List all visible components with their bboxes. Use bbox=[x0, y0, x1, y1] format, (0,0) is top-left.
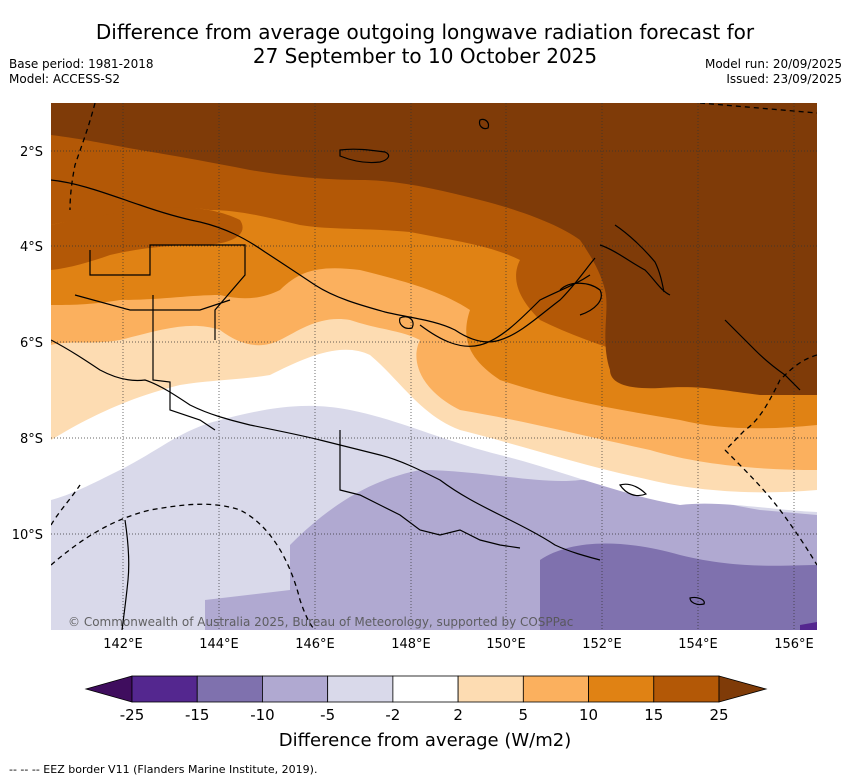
lat-axis: 2°S 4°S 6°S 8°S 10°S bbox=[12, 145, 43, 543]
band-pos-25 bbox=[51, 103, 817, 395]
lon-tick: 156°E bbox=[774, 637, 814, 652]
colorbar-label: 5 bbox=[519, 706, 529, 724]
band-neg-10b bbox=[205, 590, 290, 630]
lat-tick: 10°S bbox=[12, 528, 43, 543]
title-line-2: 27 September to 10 October 2025 bbox=[252, 44, 598, 68]
band-neg-25 bbox=[800, 622, 817, 630]
band-neg-15 bbox=[540, 543, 817, 630]
meta-right: Model run: 20/09/2025 Issued: 23/09/2025 bbox=[705, 57, 842, 87]
lon-tick: 148°E bbox=[391, 637, 431, 652]
colorbar-label: 10 bbox=[579, 706, 598, 724]
colorbar-label: -2 bbox=[385, 706, 400, 724]
model-run: Model run: 20/09/2025 bbox=[704, 57, 842, 71]
lon-tick: 154°E bbox=[678, 637, 718, 652]
colorbar-swatch bbox=[392, 675, 459, 703]
colorbar-label: 25 bbox=[709, 706, 728, 724]
copyright-notice: © Commonwealth of Australia 2025, Bureau… bbox=[68, 615, 573, 629]
colorbar-swatch bbox=[522, 675, 589, 703]
colorbar-extend-high bbox=[718, 675, 768, 703]
issued-date: Issued: 23/09/2025 bbox=[726, 72, 842, 86]
map-title: Difference from average outgoing longwav… bbox=[0, 20, 850, 68]
colorbar-label: 15 bbox=[644, 706, 663, 724]
lon-tick: 144°E bbox=[199, 637, 239, 652]
lon-tick: 142°E bbox=[103, 637, 143, 652]
lon-tick: 152°E bbox=[582, 637, 622, 652]
coastlines bbox=[51, 118, 801, 630]
lon-tick: 146°E bbox=[295, 637, 335, 652]
lat-tick: 8°S bbox=[20, 432, 43, 447]
colorbar-swatch bbox=[653, 675, 720, 703]
colorbar-swatch bbox=[262, 675, 329, 703]
lon-tick: 150°E bbox=[486, 637, 526, 652]
base-period: Base period: 1981-2018 bbox=[9, 57, 154, 71]
colorbar-label: -5 bbox=[320, 706, 335, 724]
colorbar-label: -10 bbox=[250, 706, 275, 724]
gridlines bbox=[51, 103, 817, 630]
colorbar-swatch bbox=[131, 675, 198, 703]
model-name: Model: ACCESS-S2 bbox=[9, 72, 121, 86]
eez-borders bbox=[51, 103, 817, 630]
colorbar-extend-low bbox=[84, 675, 133, 703]
band-pos-15-west bbox=[51, 207, 243, 270]
lat-tick: 4°S bbox=[20, 240, 43, 255]
colorbar-label: -15 bbox=[185, 706, 210, 724]
meta-left: Base period: 1981-2018 Model: ACCESS-S2 bbox=[9, 57, 154, 87]
lon-axis: 142°E 144°E 146°E 148°E 150°E 152°E 154°… bbox=[103, 637, 814, 652]
colorbar-swatch bbox=[588, 675, 655, 703]
title-line-1: Difference from average outgoing longwav… bbox=[95, 20, 755, 44]
eez-footnote: -- -- -- EEZ border V11 (Flanders Marine… bbox=[9, 763, 318, 776]
colorbar-title: Difference from average (W/m2) bbox=[278, 730, 572, 751]
colorbar: -25 -15 -10 -5 -2 2 5 10 15 25 bbox=[84, 675, 768, 724]
colorbar-label: -25 bbox=[120, 706, 145, 724]
anomaly-field: © Commonwealth of Australia 2025, Bureau… bbox=[51, 103, 817, 630]
lat-tick: 6°S bbox=[20, 336, 43, 351]
lat-tick: 2°S bbox=[20, 145, 43, 160]
colorbar-label: 2 bbox=[453, 706, 463, 724]
colorbar-swatch bbox=[327, 675, 394, 703]
colorbar-swatch bbox=[457, 675, 524, 703]
colorbar-swatch bbox=[196, 675, 263, 703]
